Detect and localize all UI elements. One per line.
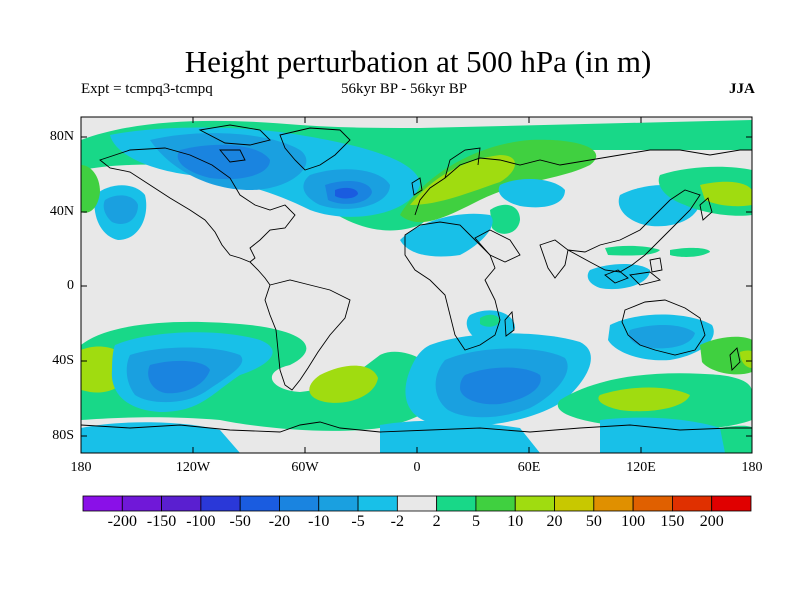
antarctic-green-east <box>720 425 752 453</box>
antarctic-cyan-east <box>600 417 730 453</box>
caspian-green <box>490 204 520 234</box>
lon-label-0: 0 <box>413 460 421 475</box>
lon-label-120w: 120W <box>175 460 211 475</box>
colorbar-swatch <box>672 495 713 512</box>
maritime-cyan <box>587 264 650 290</box>
colorbar-swatch <box>554 495 595 512</box>
colorbar-swatch <box>239 495 280 512</box>
axis-ticks <box>80 117 753 453</box>
colorbar-label: 200 <box>699 513 724 530</box>
north-america-coast <box>99 147 296 263</box>
europe-coast <box>414 149 752 216</box>
southeast-asia-islands <box>604 257 663 286</box>
colorbar-label: -20 <box>268 513 291 530</box>
greenland-coast <box>279 127 351 171</box>
period-label: 56kyr BP - 56kyr BP <box>341 81 468 97</box>
madagascar-coast <box>504 310 515 337</box>
south-america-coast <box>264 279 351 391</box>
colorbar-label: -100 <box>186 513 216 530</box>
colorbar-swatch <box>318 495 359 512</box>
lon-label-60e: 60E <box>517 460 541 475</box>
greenland-dark-blue <box>177 144 270 180</box>
lat-label-80n: 80N <box>49 129 74 144</box>
india-coast <box>539 239 569 279</box>
lat-label-0: 0 <box>67 278 74 293</box>
lat-label-80s: 80S <box>52 428 74 443</box>
antarctic-cyan-center <box>380 420 540 453</box>
lon-label-120e: 120E <box>626 460 656 475</box>
colorbar-label: 100 <box>621 513 646 530</box>
colorbar-label: -50 <box>229 513 251 530</box>
colorbar-swatch <box>200 495 241 512</box>
uk-coast <box>411 177 423 196</box>
colorbar-swatch <box>632 495 673 512</box>
season-label: JJA <box>729 81 755 97</box>
colorbar-swatch <box>121 495 162 512</box>
arabia-cyan <box>400 213 493 257</box>
japan-yellow-green <box>700 181 752 207</box>
colorbar-label: 5 <box>471 513 480 530</box>
pacific-green-strip <box>670 247 710 257</box>
colorbar-swatch <box>396 495 438 512</box>
arabia-coast <box>474 229 521 263</box>
asia-cyan <box>498 178 565 208</box>
central-america-coast <box>249 261 271 286</box>
colorbar-swatch <box>593 495 634 512</box>
colorbar-label: 50 <box>585 513 602 530</box>
colorbar-label: 150 <box>660 513 685 530</box>
lon-label-180w: 180 <box>70 460 92 475</box>
australia-blue <box>628 324 695 349</box>
colorbar-swatch <box>514 495 555 512</box>
new-zealand-coast <box>729 347 741 371</box>
lon-label-60w: 60W <box>291 460 319 475</box>
australia-coast <box>621 299 706 356</box>
colorbar-label: -10 <box>308 513 330 530</box>
japan-coast <box>699 197 713 221</box>
atlantic-core <box>335 187 358 199</box>
colorbar-swatch <box>475 495 516 512</box>
south-indian-light-green <box>598 387 690 412</box>
colorbar-swatch <box>436 495 477 512</box>
colorbar-label: 20 <box>546 513 563 530</box>
africa-green <box>480 314 500 327</box>
antarctica-coast <box>81 421 752 433</box>
south-america-light-green <box>309 365 378 403</box>
colorbar-swatch <box>357 495 398 512</box>
south-atlantic-dark-blue <box>460 367 541 405</box>
colorbar <box>82 495 752 512</box>
experiment-label: Expt = tcmpq3-tcmpq <box>81 81 213 97</box>
coastlines <box>81 124 752 433</box>
colorbar-label: 2 <box>432 513 441 530</box>
contour-fields <box>81 120 752 453</box>
africa-coast <box>404 221 501 351</box>
colorbar-label: -150 <box>146 513 177 530</box>
colorbar-label: 10 <box>507 513 524 530</box>
tasman-yellow-green <box>740 350 752 368</box>
antarctic-cyan-west <box>81 422 240 453</box>
europe-yellow-green <box>410 155 515 205</box>
colorbar-label: -200 <box>107 513 137 530</box>
canadian-archipelago <box>198 124 271 163</box>
scandinavia-coast <box>444 147 481 179</box>
chart-title: Height perturbation at 500 hPa (in m) <box>184 44 652 79</box>
pacific-blue <box>103 195 138 225</box>
colorbar-swatch <box>279 495 320 512</box>
south-pacific-dark-blue <box>148 360 210 394</box>
colorbar-swatch <box>82 495 123 512</box>
colorbar-label: -5 <box>351 513 365 530</box>
lon-label-180e: 180 <box>741 460 763 475</box>
tasman-green <box>700 336 752 375</box>
colorbar-swatch <box>711 495 752 512</box>
colorbar-label: -2 <box>390 513 405 530</box>
india-green-strip <box>605 245 660 256</box>
lat-label-40n: 40N <box>49 204 74 219</box>
colorbar-swatch <box>161 495 202 512</box>
lat-label-40s: 40S <box>52 353 74 368</box>
east-asia-coast <box>567 189 701 273</box>
hawaii-green <box>81 165 100 213</box>
